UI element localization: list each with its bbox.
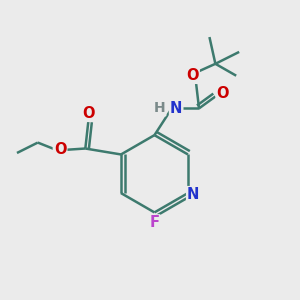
Text: O: O <box>54 142 66 157</box>
Text: N: N <box>187 187 200 202</box>
Text: O: O <box>186 68 199 83</box>
Text: N: N <box>170 101 182 116</box>
Text: F: F <box>149 215 160 230</box>
Text: H: H <box>154 101 165 116</box>
Text: O: O <box>82 106 94 121</box>
Text: O: O <box>217 86 229 101</box>
